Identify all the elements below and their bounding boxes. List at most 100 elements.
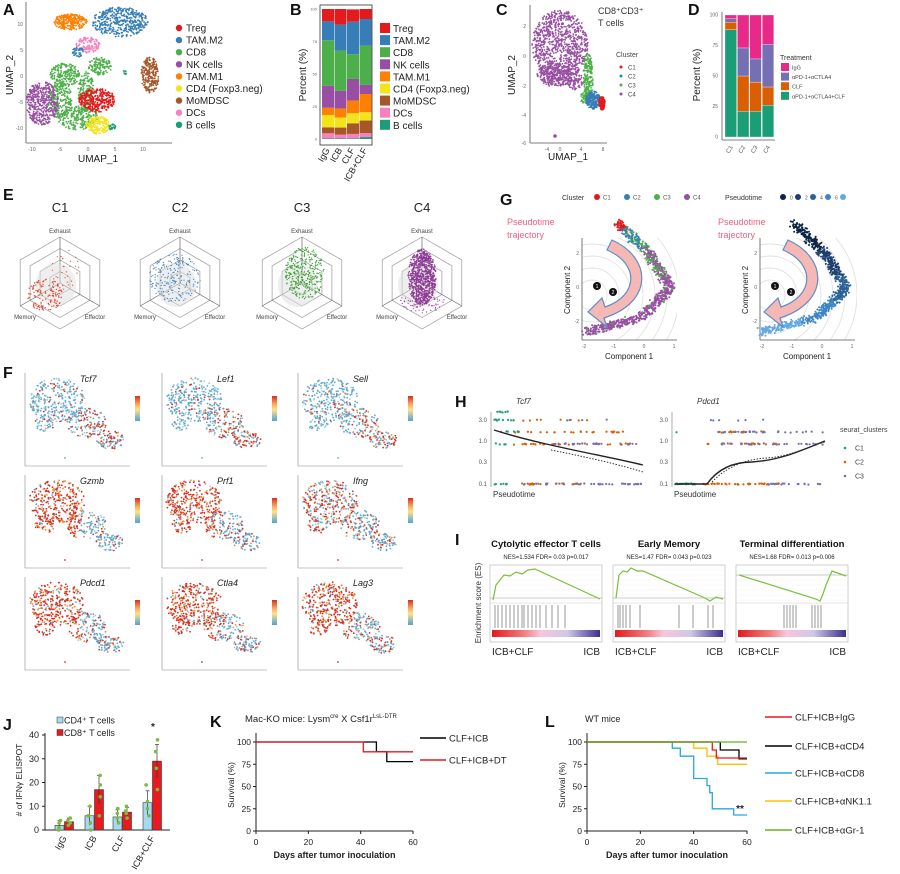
data-point <box>60 116 63 118</box>
data-point <box>39 100 42 103</box>
data-point <box>52 292 54 295</box>
bar-segment <box>737 47 750 77</box>
data-point <box>144 79 147 82</box>
legend-title: Treatment <box>780 55 812 62</box>
data-point <box>569 38 572 40</box>
data-point <box>109 19 112 22</box>
data-point <box>114 35 117 38</box>
data-point <box>36 109 38 111</box>
legend-marker <box>175 97 183 104</box>
data-point <box>561 78 564 80</box>
data-point <box>583 73 586 76</box>
data-point <box>595 102 598 105</box>
data-point <box>577 26 579 28</box>
data-point <box>69 24 71 27</box>
data-point <box>92 131 95 134</box>
data-point <box>69 122 72 125</box>
data-point <box>150 77 153 79</box>
data-point <box>70 109 73 112</box>
data-point <box>148 91 151 94</box>
data-point <box>149 64 152 67</box>
data-point <box>565 54 568 57</box>
data-point <box>91 80 94 83</box>
data-point <box>93 57 96 60</box>
data-point <box>92 47 95 50</box>
data-point <box>75 121 77 124</box>
data-point <box>101 88 104 90</box>
data-point <box>151 63 154 66</box>
data-point <box>543 22 546 24</box>
data-point <box>42 299 44 302</box>
data-point <box>85 74 87 77</box>
data-point <box>46 96 49 99</box>
data-point <box>156 70 159 73</box>
data-point <box>543 15 546 18</box>
data-point <box>77 105 80 108</box>
data-point <box>556 50 559 53</box>
data-point <box>75 18 78 20</box>
data-point <box>80 24 83 27</box>
data-point <box>105 18 108 21</box>
data-point <box>45 113 48 115</box>
data-point <box>77 70 80 72</box>
data-point <box>104 89 107 92</box>
data-point <box>95 38 97 41</box>
data-point <box>93 107 96 110</box>
data-point <box>63 95 66 97</box>
panel-label-d: D <box>688 2 700 19</box>
data-point <box>106 97 109 100</box>
data-point <box>580 95 583 97</box>
data-point <box>146 60 148 62</box>
data-point <box>546 37 548 40</box>
data-point <box>130 25 133 28</box>
data-point <box>66 65 68 67</box>
data-point <box>548 85 551 87</box>
legend-item: CD4 (Foxp3.neg) <box>393 85 470 96</box>
data-point <box>80 20 82 23</box>
bar-segment <box>347 21 359 55</box>
data-point <box>551 31 554 33</box>
data-point <box>563 12 566 15</box>
legend-swatch <box>781 91 789 100</box>
data-point <box>593 95 596 98</box>
data-point <box>569 49 572 52</box>
data-point <box>88 48 91 50</box>
data-point <box>34 84 37 87</box>
data-point <box>39 284 41 286</box>
data-point <box>61 87 64 90</box>
data-point <box>546 33 549 36</box>
data-point <box>117 12 120 15</box>
data-point <box>118 16 121 19</box>
data-point <box>121 10 124 13</box>
data-point <box>51 305 53 308</box>
data-point <box>80 39 83 42</box>
bar-segment <box>322 133 334 139</box>
data-point <box>573 50 576 53</box>
data-point <box>75 14 78 17</box>
data-point <box>106 71 108 74</box>
data-point <box>539 59 542 61</box>
data-point <box>95 128 97 131</box>
data-point <box>116 29 119 32</box>
data-point <box>59 66 62 69</box>
data-point <box>99 94 102 97</box>
data-point <box>79 38 82 40</box>
data-point <box>92 70 94 73</box>
legend-swatch <box>781 72 789 81</box>
data-point <box>578 75 581 77</box>
data-point <box>580 50 583 53</box>
data-point <box>106 62 109 64</box>
data-point <box>157 75 160 78</box>
data-point <box>101 32 104 35</box>
bar-segment <box>724 29 737 138</box>
data-point <box>53 107 55 110</box>
data-point <box>111 7 113 10</box>
data-point <box>580 99 583 101</box>
data-point <box>61 109 64 112</box>
legend-item: C2 <box>628 75 636 81</box>
data-point <box>585 98 587 100</box>
data-point <box>31 98 34 101</box>
data-point <box>148 66 151 69</box>
data-point <box>585 96 588 98</box>
data-point <box>75 106 78 109</box>
